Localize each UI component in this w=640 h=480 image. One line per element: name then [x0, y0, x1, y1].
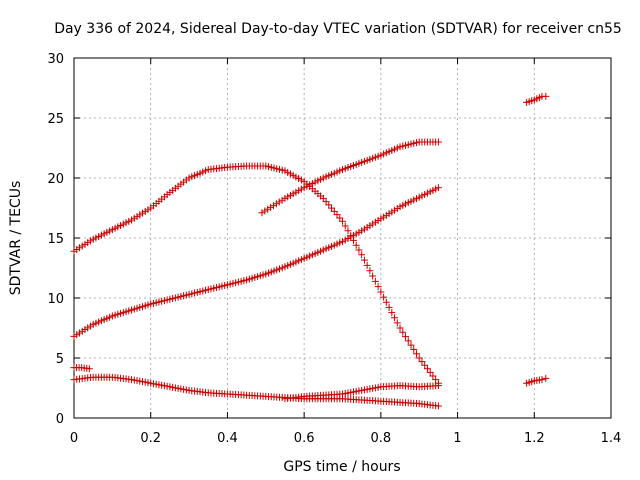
data-point	[426, 368, 434, 376]
data-point	[275, 198, 283, 206]
data-point	[434, 138, 442, 146]
data-point	[538, 376, 546, 384]
data-point	[418, 358, 426, 366]
data-point	[374, 283, 382, 291]
x-tick-label: 1	[453, 431, 461, 446]
y-tick-label: 25	[47, 112, 64, 127]
data-point	[380, 293, 388, 301]
data-point	[267, 203, 275, 211]
data-point	[278, 196, 286, 204]
data-point	[399, 328, 407, 336]
data-points	[70, 92, 550, 410]
data-point	[264, 205, 272, 213]
data-point	[402, 333, 410, 341]
data-point	[369, 272, 377, 280]
series-arc-a	[70, 162, 442, 387]
data-point	[366, 267, 374, 275]
grid	[74, 58, 611, 418]
data-point	[341, 222, 349, 230]
axis-ticks	[73, 57, 612, 419]
x-tick-label: 0.4	[217, 431, 238, 446]
series-arc-b	[70, 184, 442, 340]
data-point	[434, 402, 442, 410]
data-point	[272, 200, 280, 208]
series-arc-d	[70, 373, 442, 410]
data-point	[415, 354, 423, 362]
x-tick-label: 0	[70, 431, 78, 446]
data-point	[85, 365, 93, 373]
y-tick-label: 0	[56, 412, 64, 427]
data-point	[385, 303, 393, 311]
data-point	[363, 261, 371, 269]
data-point	[258, 209, 266, 217]
data-point	[391, 314, 399, 322]
data-point	[360, 256, 368, 264]
x-tick-label: 1.4	[601, 431, 622, 446]
data-point	[429, 372, 437, 380]
x-tick-label: 0.6	[294, 431, 315, 446]
data-point	[407, 341, 415, 349]
data-point	[352, 241, 360, 249]
x-tick-label: 0.8	[371, 431, 392, 446]
tick-labels: 0 0.2 0.4 0.6 0.8 1 1.2 1.4 0 5 10 15 20 25 30	[47, 52, 621, 446]
data-point	[410, 345, 418, 353]
y-tick-label: 10	[47, 292, 64, 307]
x-tick-label: 1.2	[524, 431, 545, 446]
data-point	[404, 337, 412, 345]
data-point	[388, 309, 396, 317]
data-point	[542, 92, 550, 100]
data-point	[423, 365, 431, 373]
data-point	[421, 361, 429, 369]
chart-title: Day 336 of 2024, Sidereal Day-to-day VTE…	[54, 21, 622, 37]
data-point	[434, 382, 442, 390]
data-point	[434, 184, 442, 192]
y-tick-label: 15	[47, 232, 64, 247]
data-point	[432, 376, 440, 384]
y-axis-label: SDTVAR / TECUs	[8, 181, 24, 296]
data-point	[355, 246, 363, 254]
data-point	[269, 202, 277, 210]
data-point	[382, 298, 390, 306]
data-point	[393, 319, 401, 327]
y-tick-label: 20	[47, 172, 64, 187]
data-point	[261, 207, 269, 215]
series-arc-e	[281, 382, 442, 403]
series-arc-h	[523, 374, 550, 387]
data-point	[371, 277, 379, 285]
y-tick-label: 30	[47, 52, 64, 67]
data-point	[358, 251, 366, 259]
data-point	[396, 324, 404, 332]
data-point	[339, 217, 346, 225]
data-point	[344, 227, 352, 235]
y-tick-label: 5	[56, 352, 64, 367]
x-tick-label: 0.2	[140, 431, 161, 446]
series-arc-g	[523, 92, 550, 106]
x-axis-label: GPS time / hours	[283, 459, 400, 475]
data-point	[377, 288, 385, 296]
series-arc-f	[70, 364, 93, 373]
series-arc-c	[258, 138, 442, 217]
data-point	[542, 374, 550, 382]
data-point	[412, 350, 420, 358]
